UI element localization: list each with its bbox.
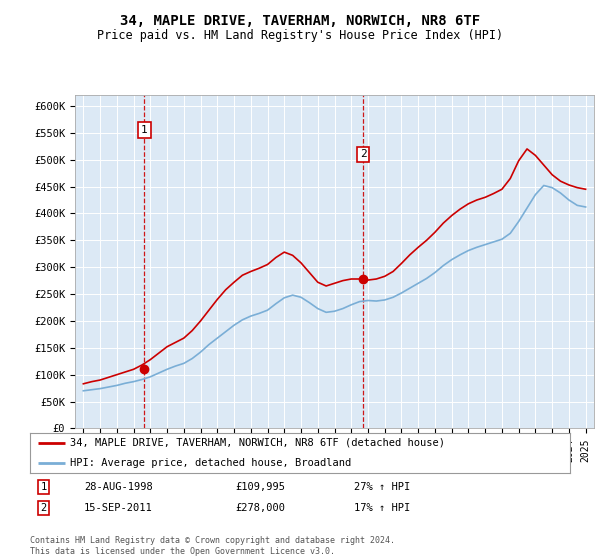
Text: 34, MAPLE DRIVE, TAVERHAM, NORWICH, NR8 6TF: 34, MAPLE DRIVE, TAVERHAM, NORWICH, NR8 … — [120, 14, 480, 28]
Text: 15-SEP-2011: 15-SEP-2011 — [84, 503, 153, 513]
Text: 34, MAPLE DRIVE, TAVERHAM, NORWICH, NR8 6TF (detached house): 34, MAPLE DRIVE, TAVERHAM, NORWICH, NR8 … — [71, 438, 445, 448]
Text: 17% ↑ HPI: 17% ↑ HPI — [354, 503, 410, 513]
Text: 2: 2 — [360, 150, 367, 159]
Text: 27% ↑ HPI: 27% ↑ HPI — [354, 482, 410, 492]
Text: 2: 2 — [40, 503, 47, 513]
Text: 28-AUG-1998: 28-AUG-1998 — [84, 482, 153, 492]
Text: 1: 1 — [141, 125, 148, 135]
Text: Contains HM Land Registry data © Crown copyright and database right 2024.
This d: Contains HM Land Registry data © Crown c… — [30, 536, 395, 556]
Text: £278,000: £278,000 — [235, 503, 285, 513]
Text: 1: 1 — [40, 482, 47, 492]
Text: HPI: Average price, detached house, Broadland: HPI: Average price, detached house, Broa… — [71, 458, 352, 468]
Text: Price paid vs. HM Land Registry's House Price Index (HPI): Price paid vs. HM Land Registry's House … — [97, 29, 503, 42]
Text: £109,995: £109,995 — [235, 482, 285, 492]
